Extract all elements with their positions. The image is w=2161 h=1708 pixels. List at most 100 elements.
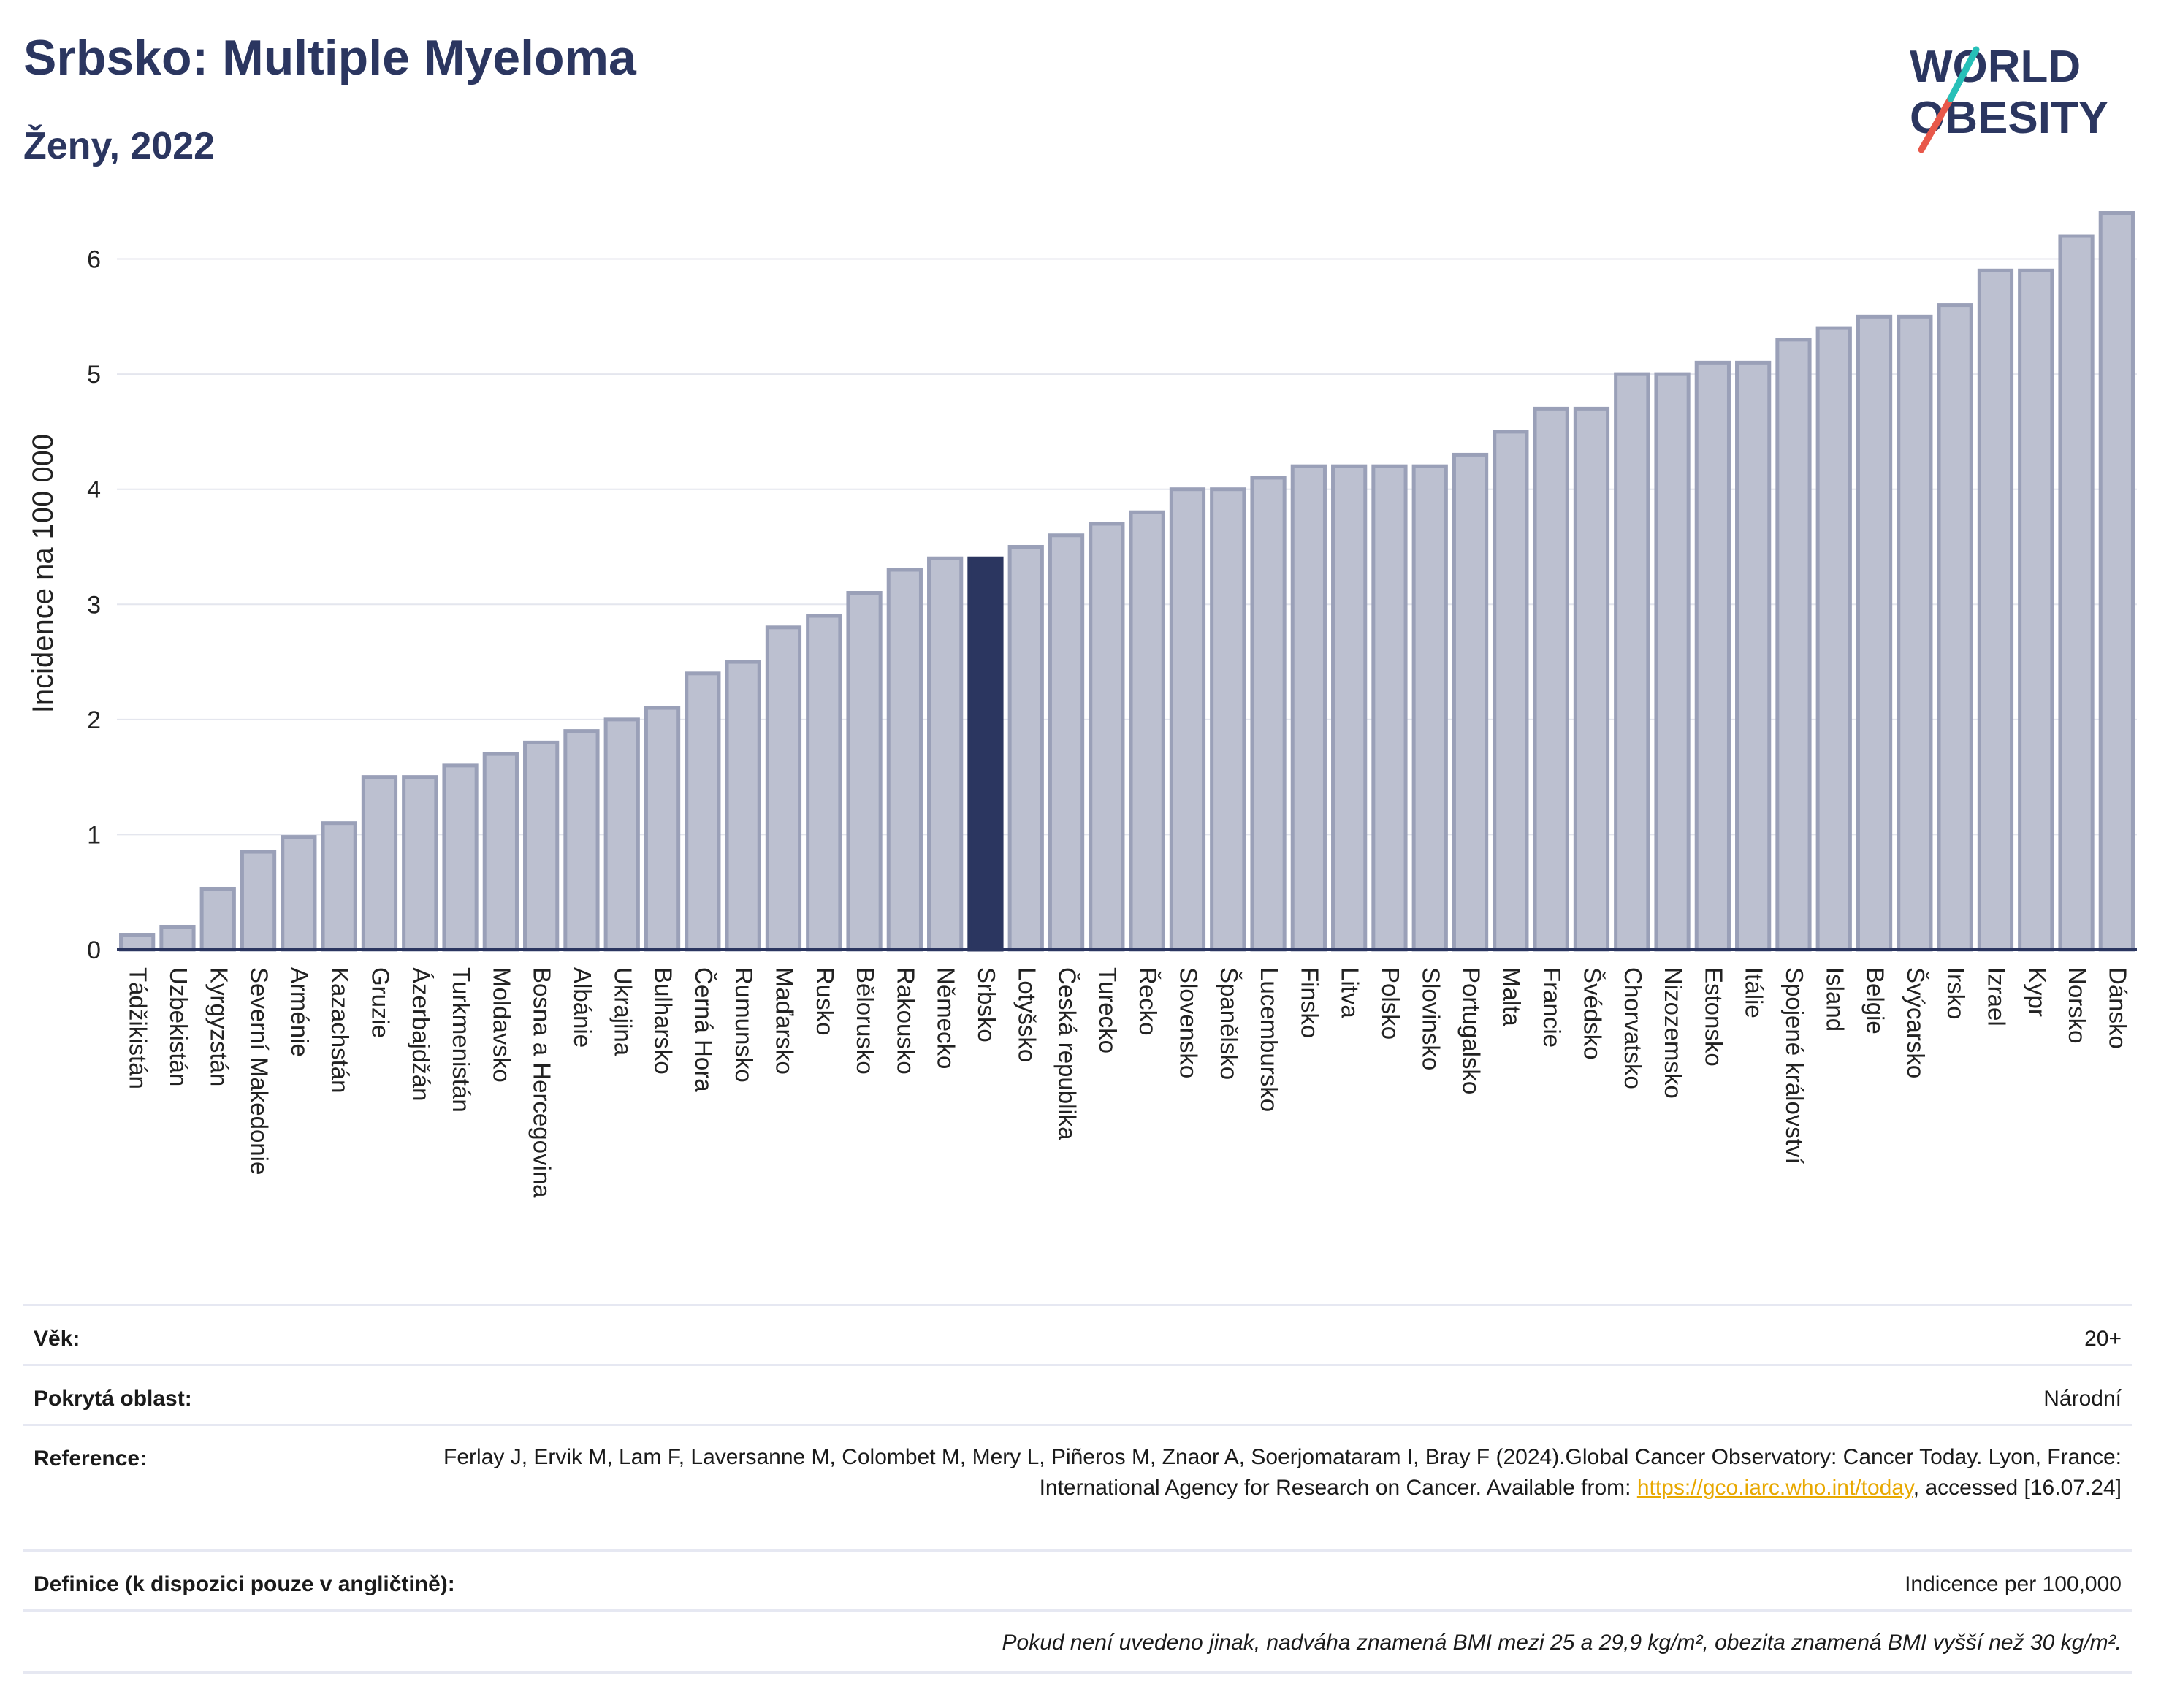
y-tick-label: 3 — [87, 591, 101, 619]
bar-Německo — [927, 556, 964, 952]
reference-label: Reference: — [34, 1446, 148, 1471]
bar-Francie — [1533, 406, 1569, 952]
x-tick-label: Ukrajina — [609, 967, 636, 1056]
x-tick-label: Česká republika — [1054, 967, 1081, 1140]
x-tick-label: Švýcarsko — [1902, 967, 1929, 1078]
y-axis-ticks: 0 1 2 3 4 5 6 — [87, 246, 101, 964]
x-tick-label: Rumunsko — [731, 967, 758, 1083]
x-tick-label: Tádžikistán — [125, 967, 152, 1089]
bar-Bulharsko — [644, 706, 681, 952]
x-tick-label: Bulharsko — [650, 967, 677, 1075]
bar-Španělsko — [1210, 487, 1246, 952]
bar-Slovinsko — [1411, 464, 1448, 952]
page-subtitle: Ženy, 2022 — [23, 125, 216, 167]
info-row-reference: Reference: Ferlay J, Ervik M, Lam F, Lav… — [23, 1424, 2132, 1550]
x-tick-label: Izrael — [1983, 967, 2010, 1026]
reference-link[interactable]: https://gco.iarc.who.int/today — [1636, 1476, 1913, 1500]
y-tick-label: 6 — [87, 246, 101, 274]
x-tick-label: Kypr — [2024, 967, 2051, 1017]
bar-Severní Makedonie — [240, 850, 277, 952]
bar-Litva — [1331, 464, 1368, 952]
definition-value: Indicence per 100,000 — [1905, 1572, 2122, 1596]
bar-Nizozemsko — [1654, 372, 1691, 952]
y-tick-label: 0 — [87, 937, 101, 964]
x-tick-label: Rusko — [812, 967, 839, 1036]
page-title: Srbsko: Multiple Myeloma — [23, 30, 636, 85]
bar-Turkmenistán — [442, 763, 479, 952]
bar-Izrael — [1977, 268, 2014, 952]
x-tick-label: Kyrgyzstán — [205, 967, 232, 1086]
bar-Spojené království — [1775, 338, 1812, 952]
bar-Malta — [1493, 430, 1529, 952]
x-tick-label: Gruzie — [367, 967, 394, 1038]
bar-Lotyšsko — [1007, 544, 1044, 952]
bar-Arménie — [281, 835, 317, 952]
x-tick-label: Albánie — [569, 967, 596, 1048]
info-row-coverage: Pokrytá oblast: Národní — [23, 1364, 2132, 1425]
y-tick-label: 2 — [87, 706, 101, 734]
x-tick-label: Polsko — [1377, 967, 1404, 1040]
bar-Bělorusko — [846, 591, 883, 952]
reference-text: Ferlay J, Ervik M, Lam F, Laversanne M, … — [441, 1442, 2122, 1503]
x-axis-labels: Tádžikistán Uzbekistán Kyrgyzstán Severní M… — [125, 967, 2132, 1198]
x-tick-label: Belgie — [1862, 967, 1889, 1034]
x-tick-label: Itálie — [1741, 967, 1768, 1018]
x-tick-label: Lotyšsko — [1013, 967, 1040, 1062]
x-tick-label: Bosna a Hercegovina — [529, 967, 556, 1198]
info-row-definition: Definice (k dispozici pouze v angličtině… — [23, 1549, 2132, 1610]
x-tick-label: Arménie — [286, 967, 313, 1057]
bars — [119, 211, 2135, 952]
x-tick-label: Dánsko — [2104, 967, 2131, 1049]
bar-Portugalsko — [1452, 452, 1489, 952]
bar-Chorvatsko — [1614, 372, 1650, 952]
bar-Řecko — [1129, 510, 1165, 952]
bar-Ukrajina — [603, 717, 640, 952]
bar-Estonsko — [1694, 360, 1731, 952]
bar-Norsko — [2058, 234, 2095, 952]
x-tick-label: Německo — [933, 967, 960, 1069]
bar-Dánsko — [2098, 211, 2135, 952]
x-tick-label: Spojené království — [1781, 967, 1808, 1164]
x-tick-label: Chorvatsko — [1620, 967, 1647, 1089]
x-tick-label: Nizozemsko — [1660, 967, 1687, 1099]
y-tick-label: 1 — [87, 821, 101, 849]
bar-chart: 0 1 2 3 4 5 6 Incidence na 100 000 Tádžikistán… — [27, 211, 2137, 1198]
bar-Finsko — [1290, 464, 1327, 952]
bar-Kyrgyzstán — [199, 886, 236, 952]
x-tick-label: Francie — [1539, 967, 1566, 1048]
bar-Ázerbajdžán — [402, 775, 438, 952]
bar-Česká republika — [1048, 533, 1085, 952]
bar-Irsko — [1937, 303, 1973, 952]
x-tick-label: Finsko — [1296, 967, 1323, 1038]
bar-Gruzie — [361, 775, 398, 952]
y-tick-label: 4 — [87, 476, 101, 504]
x-tick-label: Malta — [1498, 967, 1525, 1026]
bar-Itálie — [1735, 360, 1772, 952]
x-tick-label: Srbsko — [973, 967, 1000, 1042]
x-tick-label: Ázerbajdžán — [408, 967, 435, 1101]
bar-Albánie — [563, 729, 600, 952]
x-tick-label: Slovensko — [1175, 967, 1202, 1078]
x-tick-label: Uzbekistán — [165, 967, 192, 1086]
x-tick-label: Švédsko — [1579, 967, 1606, 1060]
bar-Moldavsko — [482, 752, 519, 952]
bar-Uzbekistán — [159, 924, 196, 952]
bar-Rusko — [806, 614, 842, 952]
x-tick-label: Lucembursko — [1256, 967, 1283, 1112]
bar-Bosna a Hercegovina — [523, 740, 560, 952]
bar-Rakousko — [886, 568, 923, 952]
x-tick-label: Kazachstán — [327, 967, 354, 1093]
x-tick-label: Severní Makedonie — [246, 967, 273, 1175]
bar-Srbsko — [967, 556, 1004, 952]
x-tick-label: Island — [1821, 967, 1848, 1032]
x-tick-label: Bělorusko — [852, 967, 879, 1075]
bar-Tádžikistán — [119, 933, 156, 952]
reference-accessed: , accessed [16.07.24] — [1913, 1476, 2122, 1500]
reference-citation: Ferlay J, Ervik M, Lam F, Laversanne M, … — [443, 1445, 2122, 1500]
age-value: 20+ — [2084, 1327, 2122, 1351]
bar-Rumunsko — [725, 660, 761, 952]
x-tick-label: Estonsko — [1700, 967, 1727, 1067]
x-tick-label: Litva — [1337, 967, 1364, 1018]
x-tick-label: Slovinsko — [1417, 967, 1444, 1070]
world-obesity-logo: WORLD OBESITY — [1910, 42, 2108, 153]
